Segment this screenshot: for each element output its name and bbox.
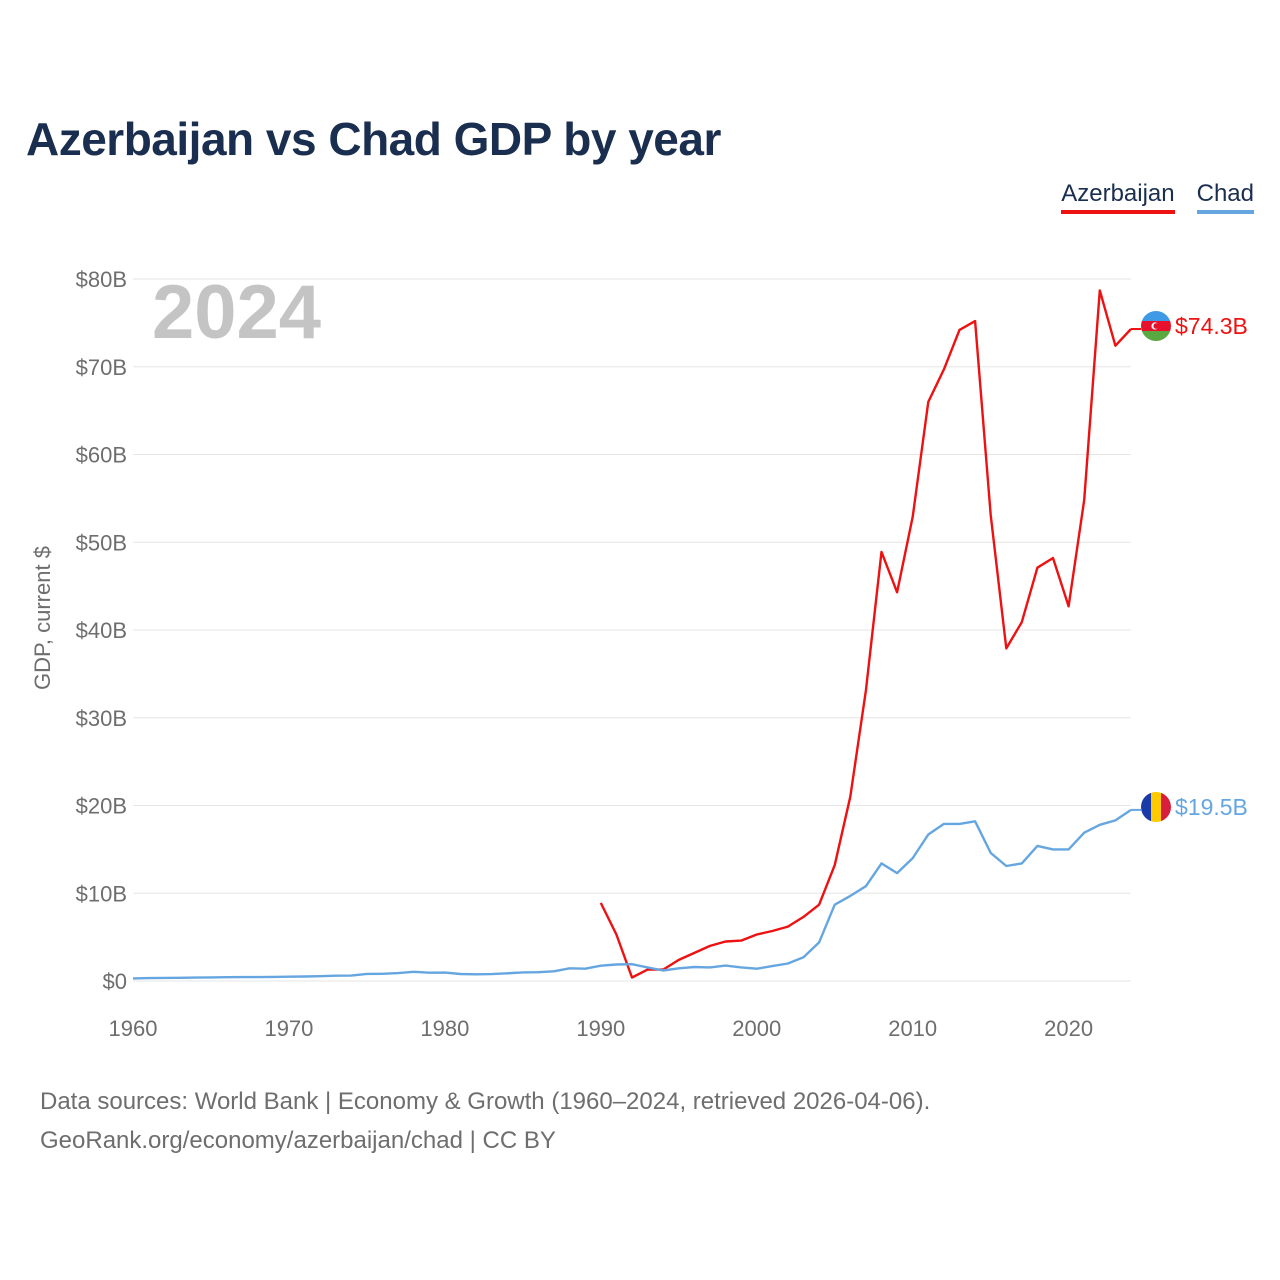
series-line-chad xyxy=(132,808,1132,980)
chad-flag-icon xyxy=(1141,792,1171,822)
legend-item-chad[interactable]: Chad xyxy=(1196,180,1254,214)
x-tick-label: 1980 xyxy=(420,1016,469,1041)
grid-lines xyxy=(133,278,1131,982)
y-tick-label: $50B xyxy=(76,530,127,555)
year-watermark: 2024 xyxy=(152,270,321,355)
y-tick-label: $10B xyxy=(76,881,127,906)
end-value-label-azerbaijan: $74.3B xyxy=(1175,313,1248,339)
y-axis-label: GDP, current $ xyxy=(30,546,55,690)
x-tick-label: 1970 xyxy=(264,1016,313,1041)
attribution-line: GeoRank.org/economy/azerbaijan/chad | CC… xyxy=(40,1127,556,1154)
x-tick-label: 2000 xyxy=(732,1016,781,1041)
y-tick-label: $60B xyxy=(76,443,127,468)
x-tick-label: 2010 xyxy=(888,1016,937,1041)
source-note: Data sources: World Bank | Economy & Gro… xyxy=(40,1082,930,1160)
legend: Azerbaijan Chad xyxy=(1061,180,1254,214)
y-tick-label: $70B xyxy=(76,355,127,380)
y-tick-label: $20B xyxy=(76,794,127,819)
end-value-label-chad: $19.5B xyxy=(1175,794,1248,820)
series-line-azerbaijan xyxy=(599,289,1132,979)
chart-title: Azerbaijan vs Chad GDP by year xyxy=(26,113,721,165)
y-tick-label: $30B xyxy=(76,706,127,731)
x-tick-label: 1960 xyxy=(109,1016,158,1041)
y-axis: $0 $10B $20B $30B $40B $50B $60B $70B $80B xyxy=(76,267,127,994)
y-tick-label: $0 xyxy=(103,969,127,994)
y-tick-label: $80B xyxy=(76,267,127,292)
azerbaijan-flag-icon xyxy=(1141,311,1171,341)
source-line: Data sources: World Bank | Economy & Gro… xyxy=(40,1088,931,1115)
x-tick-label: 2020 xyxy=(1044,1016,1093,1041)
legend-item-azerbaijan[interactable]: Azerbaijan xyxy=(1061,180,1175,214)
x-tick-label: 1990 xyxy=(576,1016,625,1041)
y-tick-label: $40B xyxy=(76,618,127,643)
x-axis: 1960 1970 1980 1990 2000 2010 2020 xyxy=(109,1016,1094,1041)
